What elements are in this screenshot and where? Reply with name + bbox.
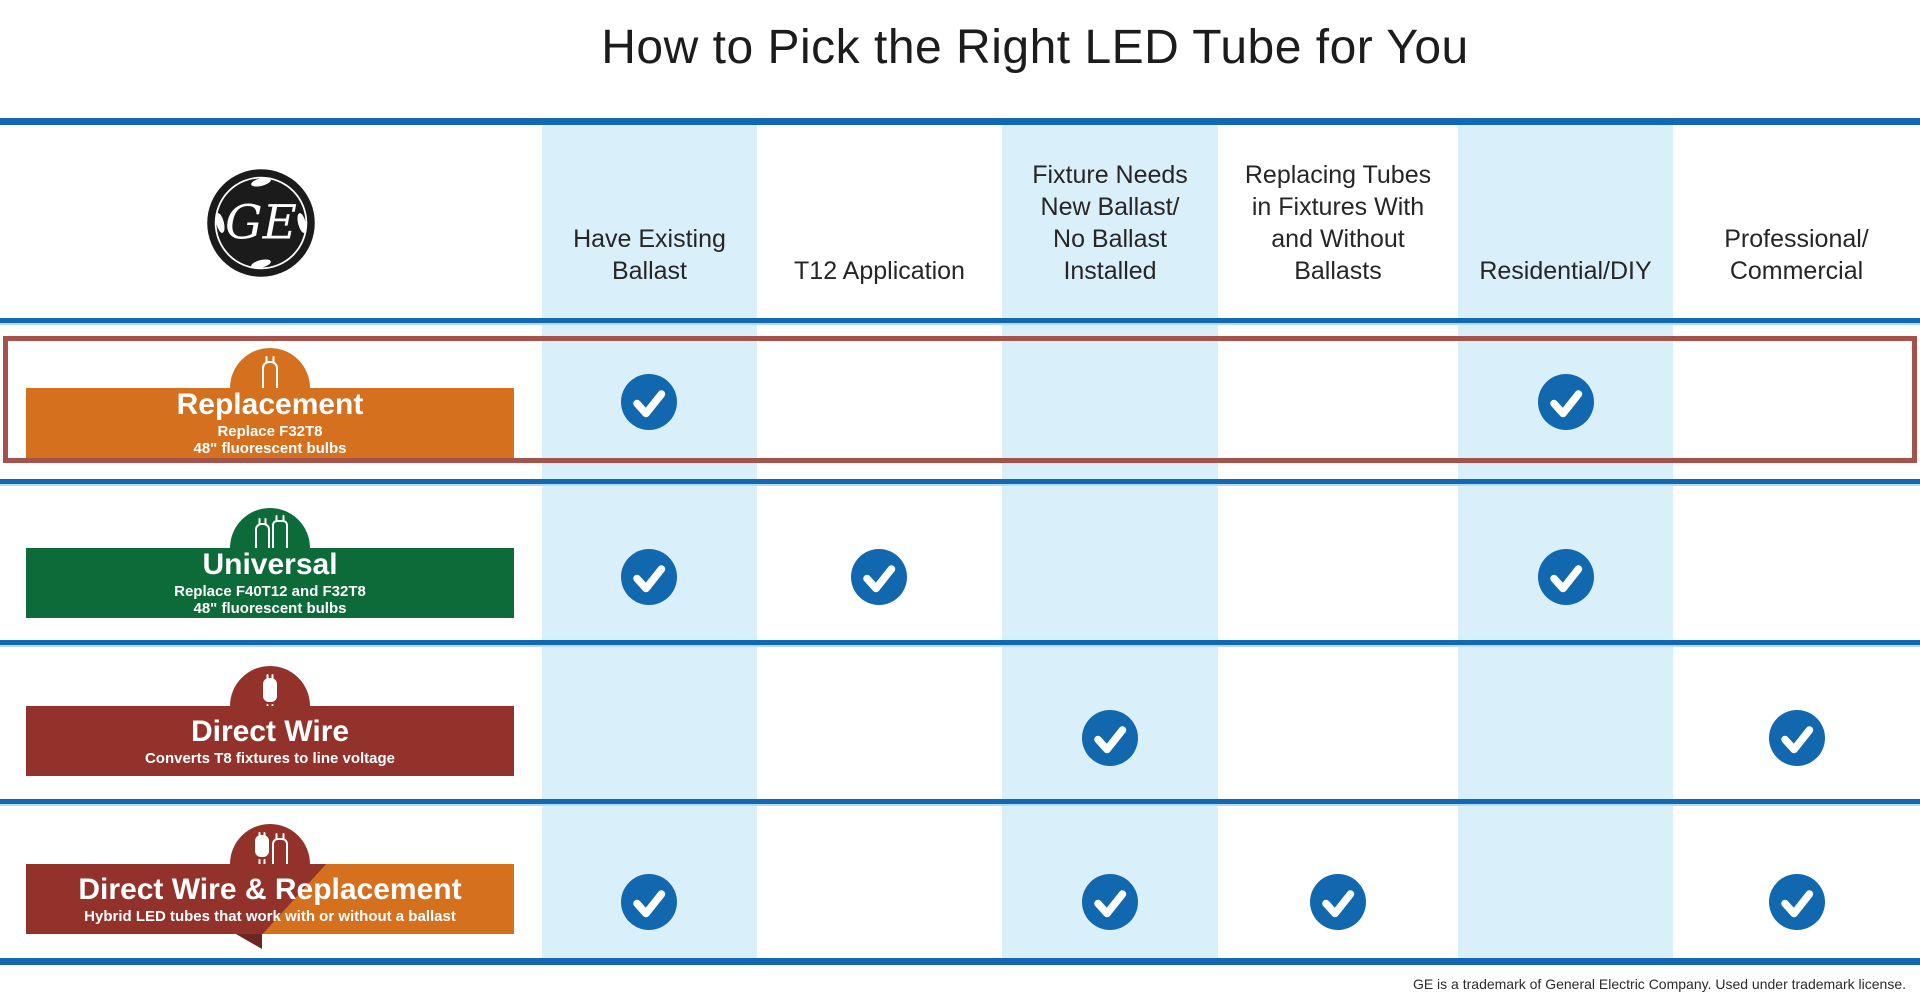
check-icon xyxy=(621,874,677,930)
row-subtitle: Hybrid LED tubes that work with or witho… xyxy=(84,907,456,925)
row-title: Replacement xyxy=(176,388,364,421)
row-title: Direct Wire & Replacement xyxy=(78,872,462,906)
ge-swirls xyxy=(215,177,307,269)
row-divider xyxy=(0,318,1920,325)
row-title: Direct Wire xyxy=(190,714,350,748)
check-icon xyxy=(621,374,677,430)
column-stripe xyxy=(1002,125,1218,958)
check-icon xyxy=(621,549,677,605)
ge-monogram-text: GE xyxy=(225,196,297,251)
highlight-outline-replacement-row xyxy=(3,336,1917,463)
row-title: Universal xyxy=(202,548,338,581)
check-icon xyxy=(1082,874,1138,930)
check-icon xyxy=(1082,710,1138,766)
check-icon xyxy=(851,549,907,605)
column-header-fixture-needs-new-ballast: Fixture Needs New Ballast/ No Ballast In… xyxy=(1032,161,1188,285)
column-header-have-existing-ballast: Have Existing Ballast xyxy=(573,225,726,285)
row-banner-direct-wire: Direct Wire Converts T8 fixtures to line… xyxy=(26,666,514,776)
check-icon xyxy=(1769,874,1825,930)
check-icon xyxy=(1310,874,1366,930)
footer-trademark-text: GE is a trademark of General Electric Co… xyxy=(1412,976,1906,992)
page-title: How to Pick the Right LED Tube for You xyxy=(601,21,1469,74)
ribbon-fold xyxy=(236,934,262,949)
row-subtitle: Replace F40T12 and F32T8 48" fluorescent… xyxy=(174,583,366,617)
row-banner-universal: Universal Replace F40T12 and F32T8 48" f… xyxy=(26,508,514,618)
row-subtitle: Replace F32T8 48" fluorescent bulbs xyxy=(193,423,347,457)
top-rule xyxy=(0,118,1920,125)
bottom-rule xyxy=(0,958,1920,965)
check-icon xyxy=(1538,374,1594,430)
check-icon xyxy=(1769,710,1825,766)
row-divider xyxy=(0,479,1920,486)
row-subtitle: Converts T8 fixtures to line voltage xyxy=(144,749,396,767)
column-header-residential-diy: Residential/DIY xyxy=(1479,257,1652,285)
check-icon xyxy=(1538,549,1594,605)
column-stripe xyxy=(542,125,757,958)
row-banner-replacement: Replacement Replace F32T8 48" fluorescen… xyxy=(26,348,514,458)
row-banner-direct-wire-and-replacement: Direct Wire & Replacement Hybrid LED tub… xyxy=(26,824,514,949)
column-header-replacing-tubes: Replacing Tubes in Fixtures With and Wit… xyxy=(1244,161,1432,285)
row-divider xyxy=(0,799,1920,806)
row-divider xyxy=(0,640,1920,647)
column-header-t12-application: T12 Application xyxy=(794,257,965,285)
column-header-professional-commercial: Professional/ Commercial xyxy=(1724,225,1869,285)
ge-logo: GE xyxy=(207,169,315,277)
column-stripe xyxy=(1458,125,1673,958)
